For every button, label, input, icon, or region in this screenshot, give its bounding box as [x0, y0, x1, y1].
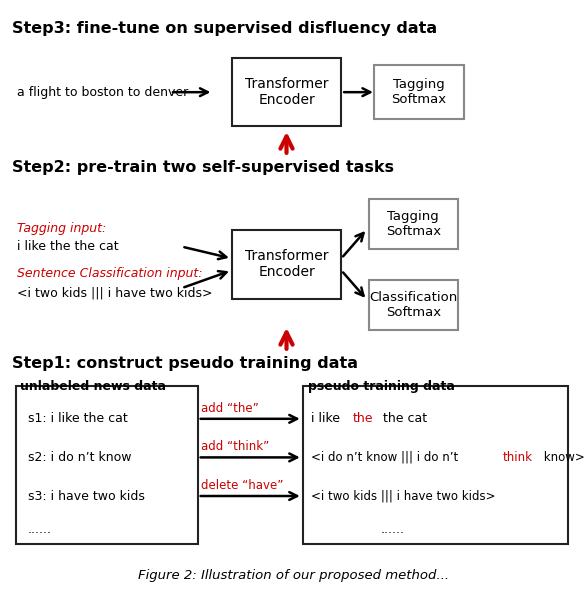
FancyBboxPatch shape [16, 386, 198, 544]
Text: the: the [353, 412, 373, 425]
Text: think: think [502, 451, 532, 464]
Text: Sentence Classification input:: Sentence Classification input: [18, 267, 203, 280]
Text: <i two kids ||| i have two kids>: <i two kids ||| i have two kids> [18, 287, 213, 299]
Text: Figure 2: Illustration of our proposed method...: Figure 2: Illustration of our proposed m… [138, 569, 450, 582]
FancyBboxPatch shape [232, 230, 341, 299]
Text: Tagging input:: Tagging input: [18, 222, 106, 235]
FancyBboxPatch shape [232, 58, 341, 126]
Text: add “think”: add “think” [201, 440, 269, 453]
Text: Transformer
Encoder: Transformer Encoder [245, 77, 328, 107]
Text: know>: know> [540, 451, 585, 464]
Text: Tagging
Softmax: Tagging Softmax [386, 210, 441, 238]
Text: <i two kids ||| i have two kids>: <i two kids ||| i have two kids> [311, 490, 496, 502]
Text: Tagging
Softmax: Tagging Softmax [392, 78, 447, 106]
FancyBboxPatch shape [375, 65, 464, 119]
FancyBboxPatch shape [369, 279, 458, 330]
Text: s2: i do n’t know: s2: i do n’t know [28, 451, 131, 464]
Text: ......: ...... [380, 524, 405, 536]
Text: Step2: pre-train two self-supervised tasks: Step2: pre-train two self-supervised tas… [12, 161, 393, 176]
Text: Transformer
Encoder: Transformer Encoder [245, 249, 328, 279]
Text: <i do n’t know ||| i do n’t: <i do n’t know ||| i do n’t [311, 451, 462, 464]
FancyBboxPatch shape [369, 199, 458, 249]
Text: ......: ...... [28, 524, 52, 536]
Text: Classification
Softmax: Classification Softmax [369, 291, 457, 319]
Text: s1: i like the cat: s1: i like the cat [28, 412, 128, 425]
FancyBboxPatch shape [303, 386, 568, 544]
Text: delete “have”: delete “have” [201, 479, 283, 492]
Text: i like the the cat: i like the the cat [18, 240, 119, 253]
Text: the cat: the cat [379, 412, 427, 425]
Text: a flight to boston to denver: a flight to boston to denver [18, 85, 189, 99]
Text: Step3: fine-tune on supervised disfluency data: Step3: fine-tune on supervised disfluenc… [12, 21, 437, 36]
Text: i like: i like [311, 412, 345, 425]
Text: s3: i have two kids: s3: i have two kids [28, 490, 145, 502]
Text: pseudo training data: pseudo training data [308, 380, 455, 393]
Text: Step1: construct pseudo training data: Step1: construct pseudo training data [12, 356, 358, 371]
Text: unlabeled news data: unlabeled news data [20, 380, 166, 393]
Text: add “the”: add “the” [201, 402, 258, 415]
